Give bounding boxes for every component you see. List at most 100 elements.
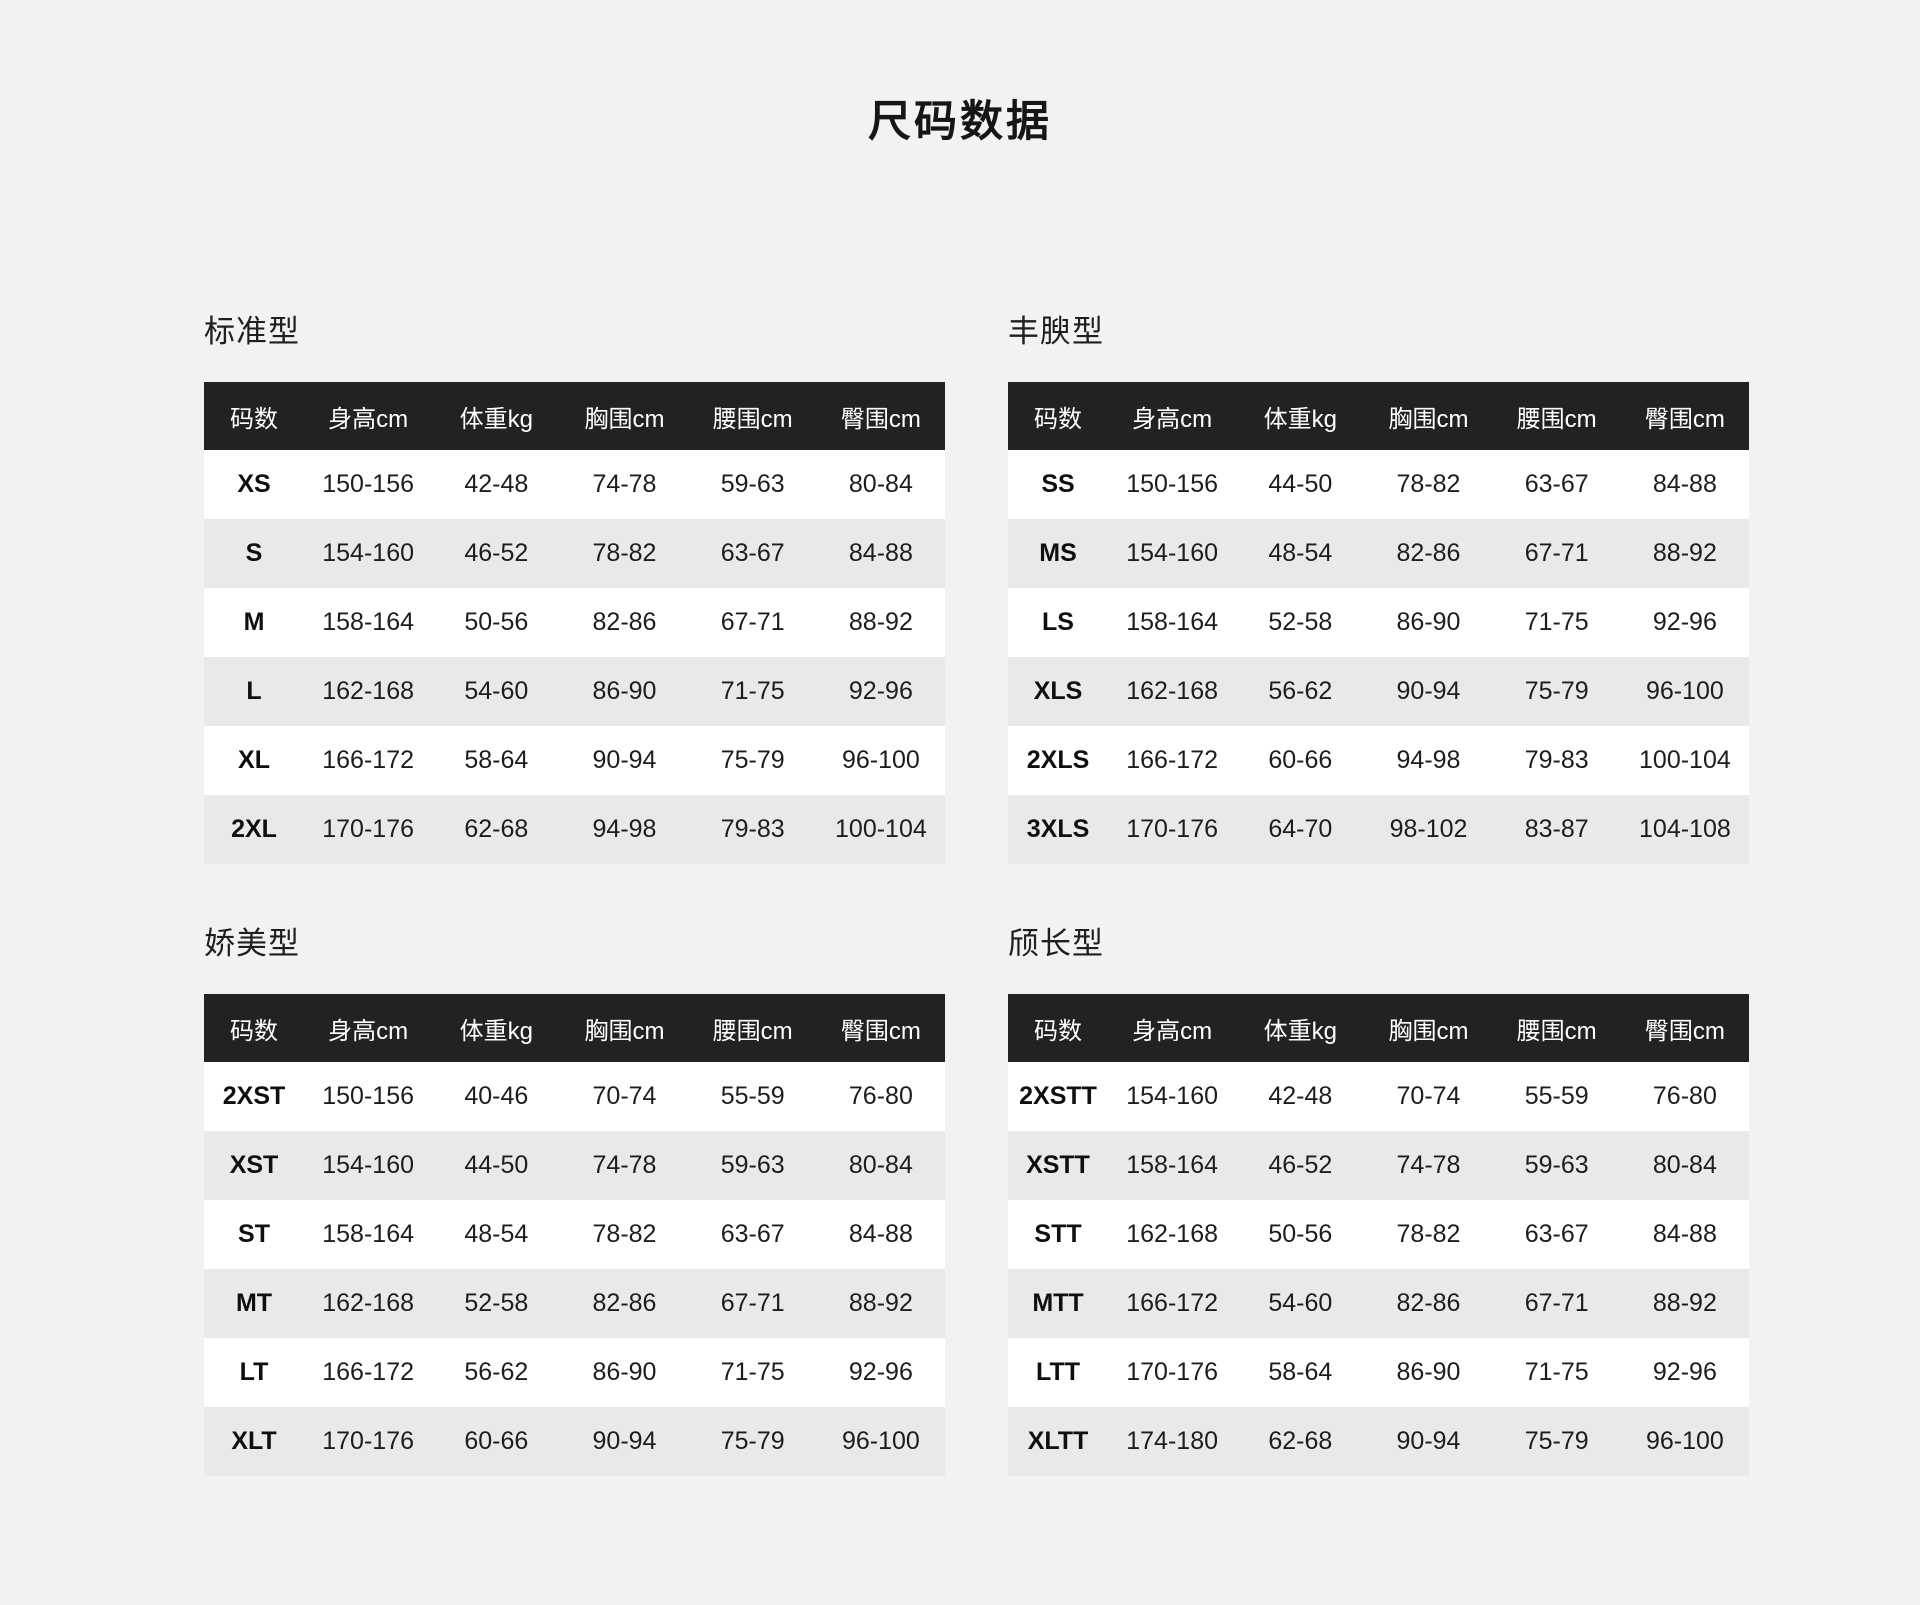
size-code-cell: ST <box>238 1220 270 1248</box>
size-code-cell: 3XLS <box>1026 815 1090 843</box>
size-value-cell: 74-78 <box>1396 1151 1461 1179</box>
column-header: 腰围cm <box>688 994 817 1062</box>
size-value-cell: 56-62 <box>464 1358 529 1386</box>
size-value-cell: 88-92 <box>1652 539 1717 567</box>
size-value-cell: 80-84 <box>1652 1151 1717 1179</box>
size-value-cell: 88-92 <box>1652 1289 1717 1317</box>
size-value-cell: 82-86 <box>1396 539 1461 567</box>
size-value-cell: 55-59 <box>720 1082 785 1110</box>
size-value-cell: 80-84 <box>848 470 913 498</box>
table-row: S 154-160 46-52 78-82 63-67 84-88 <box>204 519 945 588</box>
size-code-cell: XSTT <box>1026 1151 1090 1179</box>
table-row: 3XLS 170-176 64-70 98-102 83-87 104-108 <box>1008 795 1749 864</box>
size-value-cell: 70-74 <box>1396 1082 1461 1110</box>
column-header: 腰围cm <box>1492 382 1621 450</box>
column-header: 身高cm <box>1108 382 1237 450</box>
size-table-body: 2XSTT 154-160 42-48 70-74 55-59 76-80 XSTT 158-… <box>1008 1062 1749 1476</box>
size-value-cell: 154-160 <box>1126 539 1218 567</box>
size-value-cell: 71-75 <box>720 1358 785 1386</box>
column-header: 体重kg <box>432 382 561 450</box>
table-row: M 158-164 50-56 82-86 67-71 88-92 <box>204 588 945 657</box>
size-value-cell: 67-71 <box>720 1289 785 1317</box>
size-value-cell: 170-176 <box>322 1427 414 1455</box>
column-header: 胸围cm <box>560 994 689 1062</box>
size-value-cell: 100-104 <box>1639 746 1731 774</box>
column-header: 码数 <box>204 382 305 450</box>
size-value-cell: 150-156 <box>322 1082 414 1110</box>
header-row: 码数 身高cm 体重kg 胸围cm 腰围cm 臀围cm <box>204 382 945 450</box>
size-value-cell: 154-160 <box>322 539 414 567</box>
header-row: 码数 身高cm 体重kg 胸围cm 腰围cm 臀围cm <box>1008 994 1749 1062</box>
header-row: 码数 身高cm 体重kg 胸围cm 腰围cm 臀围cm <box>204 994 945 1062</box>
size-value-cell: 60-66 <box>1268 746 1333 774</box>
size-value-cell: 46-52 <box>464 539 529 567</box>
size-value-cell: 86-90 <box>592 1358 657 1386</box>
size-value-cell: 48-54 <box>464 1220 529 1248</box>
size-value-cell: 59-63 <box>1524 1151 1589 1179</box>
size-value-cell: 58-64 <box>1268 1358 1333 1386</box>
size-table-head: 码数 身高cm 体重kg 胸围cm 腰围cm 臀围cm <box>204 994 945 1062</box>
size-value-cell: 78-82 <box>592 539 657 567</box>
section-label: 丰腴型 <box>1008 314 1104 349</box>
column-header: 臀围cm <box>816 994 945 1062</box>
size-value-cell: 92-96 <box>1652 608 1717 636</box>
table-row: MS 154-160 48-54 82-86 67-71 88-92 <box>1008 519 1749 588</box>
size-value-cell: 166-172 <box>1126 746 1218 774</box>
size-value-cell: 158-164 <box>1126 608 1218 636</box>
size-value-cell: 94-98 <box>1396 746 1461 774</box>
column-header: 身高cm <box>304 382 433 450</box>
size-value-cell: 158-164 <box>322 608 414 636</box>
size-table-body: SS 150-156 44-50 78-82 63-67 84-88 MS 154-160 48… <box>1008 450 1749 864</box>
size-code-cell: MTT <box>1032 1289 1084 1317</box>
column-header: 体重kg <box>432 994 561 1062</box>
table-row: L 162-168 54-60 86-90 71-75 92-96 <box>204 657 945 726</box>
size-value-cell: 166-172 <box>1126 1289 1218 1317</box>
size-value-cell: 62-68 <box>464 815 529 843</box>
table-row: XLS 162-168 56-62 90-94 75-79 96-100 <box>1008 657 1749 726</box>
column-header: 码数 <box>1008 382 1109 450</box>
size-code-cell: LS <box>1042 608 1074 636</box>
size-value-cell: 74-78 <box>592 470 657 498</box>
table-row: 2XST 150-156 40-46 70-74 55-59 76-80 <box>204 1062 945 1131</box>
column-header: 体重kg <box>1236 994 1365 1062</box>
table-row: XL 166-172 58-64 90-94 75-79 96-100 <box>204 726 945 795</box>
size-value-cell: 92-96 <box>1652 1358 1717 1386</box>
size-table: 码数 身高cm 体重kg 胸围cm 腰围cm 臀围cm 2XST 150-156 40-46 7… <box>204 994 945 1476</box>
size-value-cell: 96-100 <box>1645 1427 1724 1455</box>
size-value-cell: 86-90 <box>1396 1358 1461 1386</box>
size-value-cell: 98-102 <box>1389 815 1468 843</box>
table-row: STT 162-168 50-56 78-82 63-67 84-88 <box>1008 1200 1749 1269</box>
size-value-cell: 67-71 <box>720 608 785 636</box>
column-header: 码数 <box>1008 994 1109 1062</box>
table-row: 2XSTT 154-160 42-48 70-74 55-59 76-80 <box>1008 1062 1749 1131</box>
size-value-cell: 84-88 <box>848 1220 913 1248</box>
size-value-cell: 55-59 <box>1524 1082 1589 1110</box>
size-value-cell: 46-52 <box>1268 1151 1333 1179</box>
size-value-cell: 150-156 <box>1126 470 1218 498</box>
column-header: 腰围cm <box>1492 994 1621 1062</box>
size-value-cell: 54-60 <box>464 677 529 705</box>
size-value-cell: 174-180 <box>1126 1427 1218 1455</box>
size-value-cell: 83-87 <box>1524 815 1589 843</box>
size-code-cell: MT <box>235 1289 273 1317</box>
size-value-cell: 92-96 <box>848 1358 913 1386</box>
table-row: LT 166-172 56-62 86-90 71-75 92-96 <box>204 1338 945 1407</box>
size-value-cell: 170-176 <box>1126 1358 1218 1386</box>
size-value-cell: 63-67 <box>1524 1220 1589 1248</box>
size-table-body: XS 150-156 42-48 74-78 59-63 80-84 S 154-160 46-… <box>204 450 945 864</box>
table-row: LTT 170-176 58-64 86-90 71-75 92-96 <box>1008 1338 1749 1407</box>
size-value-cell: 92-96 <box>848 677 913 705</box>
size-code-cell: XST <box>229 1151 279 1179</box>
column-header: 胸围cm <box>1364 382 1493 450</box>
size-value-cell: 158-164 <box>322 1220 414 1248</box>
size-code-cell: M <box>243 608 265 636</box>
size-table-section-4: 颀长型 码数 身高cm 体重kg 胸围cm 腰围cm 臀围cm 2XSTT 154-160 4… <box>1008 926 1749 1476</box>
size-value-cell: 154-160 <box>322 1151 414 1179</box>
size-code-cell: XLS <box>1033 677 1083 705</box>
size-code-cell: 2XST <box>222 1082 286 1110</box>
size-value-cell: 166-172 <box>322 746 414 774</box>
size-value-cell: 96-100 <box>841 746 920 774</box>
size-code-cell: LT <box>239 1358 269 1386</box>
size-value-cell: 104-108 <box>1639 815 1731 843</box>
